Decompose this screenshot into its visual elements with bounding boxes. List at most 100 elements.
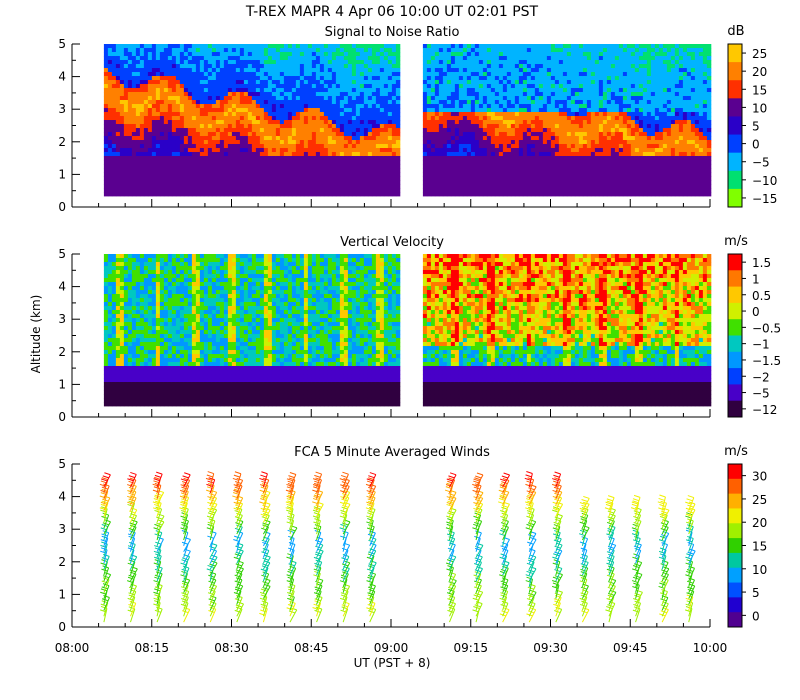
snr-cell [191, 68, 197, 73]
snr-cell [598, 192, 604, 197]
snr-cell [578, 108, 584, 113]
snr-cell [498, 124, 504, 129]
snr-cell [586, 120, 592, 125]
snr-cell [107, 76, 113, 81]
snr-cell [610, 192, 616, 197]
snr-cell [446, 188, 452, 193]
snr-cell [215, 176, 221, 181]
snr-cell [231, 132, 237, 137]
snr-cell [119, 60, 125, 65]
snr-cell [514, 140, 520, 145]
snr-cell [303, 72, 309, 77]
snr-cell [383, 164, 389, 169]
snr-cell [127, 164, 133, 169]
snr-cell [215, 116, 221, 121]
snr-cell [446, 120, 452, 125]
snr-cell [478, 48, 484, 53]
snr-cell [574, 188, 580, 193]
snr-cell [155, 192, 161, 197]
snr-cell [143, 72, 149, 77]
snr-cell [115, 180, 121, 185]
snr-cell [570, 96, 576, 101]
snr-cell [470, 108, 476, 113]
snr-cell [482, 116, 488, 121]
snr-cell [267, 168, 273, 173]
snr-cell [291, 76, 297, 81]
snr-cell [103, 48, 109, 53]
snr-cell [626, 144, 632, 149]
snr-cell [187, 172, 193, 177]
snr-cell [311, 80, 317, 85]
snr-cell [626, 128, 632, 133]
snr-cell [478, 116, 484, 121]
snr-cell [630, 164, 636, 169]
snr-cell [299, 188, 305, 193]
snr-cell [283, 76, 289, 81]
snr-cell [115, 72, 121, 77]
snr-cell [275, 124, 281, 129]
snr-cell [534, 108, 540, 113]
snr-cell [211, 152, 217, 157]
snr-cell [510, 176, 516, 181]
snr-cell [566, 176, 572, 181]
snr-cell [391, 116, 397, 121]
snr-cell [550, 192, 556, 197]
snr-cell [195, 112, 201, 117]
snr-cell [275, 128, 281, 133]
snr-cell [470, 52, 476, 57]
snr-cell [235, 84, 241, 89]
snr-cell [442, 180, 448, 185]
snr-cell [299, 176, 305, 181]
snr-cell [119, 56, 125, 61]
snr-cell [438, 116, 444, 121]
snr-cell [363, 92, 369, 97]
snr-cell [498, 100, 504, 105]
snr-cell [211, 164, 217, 169]
snr-cell [203, 188, 209, 193]
snr-cell [590, 116, 596, 121]
snr-cell [590, 140, 596, 145]
snr-cell [339, 124, 345, 129]
snr-cell [486, 96, 492, 101]
snr-cell [554, 104, 560, 109]
snr-cell [395, 116, 401, 121]
snr-cell [251, 188, 257, 193]
snr-cell [363, 184, 369, 189]
snr-cell [434, 52, 440, 57]
snr-cell [231, 72, 237, 77]
snr-cell [211, 132, 217, 137]
snr-cell [271, 68, 277, 73]
snr-cell [359, 124, 365, 129]
snr-cell [131, 136, 137, 141]
snr-cell [566, 184, 572, 189]
snr-cell [518, 104, 524, 109]
snr-cell [526, 92, 532, 97]
snr-cell [570, 136, 576, 141]
snr-cell [550, 56, 556, 61]
snr-cell [327, 144, 333, 149]
snr-cell [255, 108, 261, 113]
snr-cell [582, 100, 588, 105]
snr-cell [215, 148, 221, 153]
snr-cell [199, 112, 205, 117]
snr-cell [191, 184, 197, 189]
snr-cell [610, 92, 616, 97]
snr-cell [351, 156, 357, 161]
snr-cell [383, 168, 389, 173]
snr-cell [251, 120, 257, 125]
snr-cell [630, 144, 636, 149]
snr-cell [347, 112, 353, 117]
snr-cell [558, 136, 564, 141]
snr-cell [271, 176, 277, 181]
snr-cell [514, 76, 520, 81]
snr-cell [554, 108, 560, 113]
snr-cell [103, 188, 109, 193]
snr-cell [371, 152, 377, 157]
snr-cell [243, 148, 249, 153]
snr-cell [514, 112, 520, 117]
snr-cell [498, 172, 504, 177]
snr-cell [239, 116, 245, 121]
snr-cell [155, 84, 161, 89]
snr-cell [582, 76, 588, 81]
snr-cell [562, 164, 568, 169]
